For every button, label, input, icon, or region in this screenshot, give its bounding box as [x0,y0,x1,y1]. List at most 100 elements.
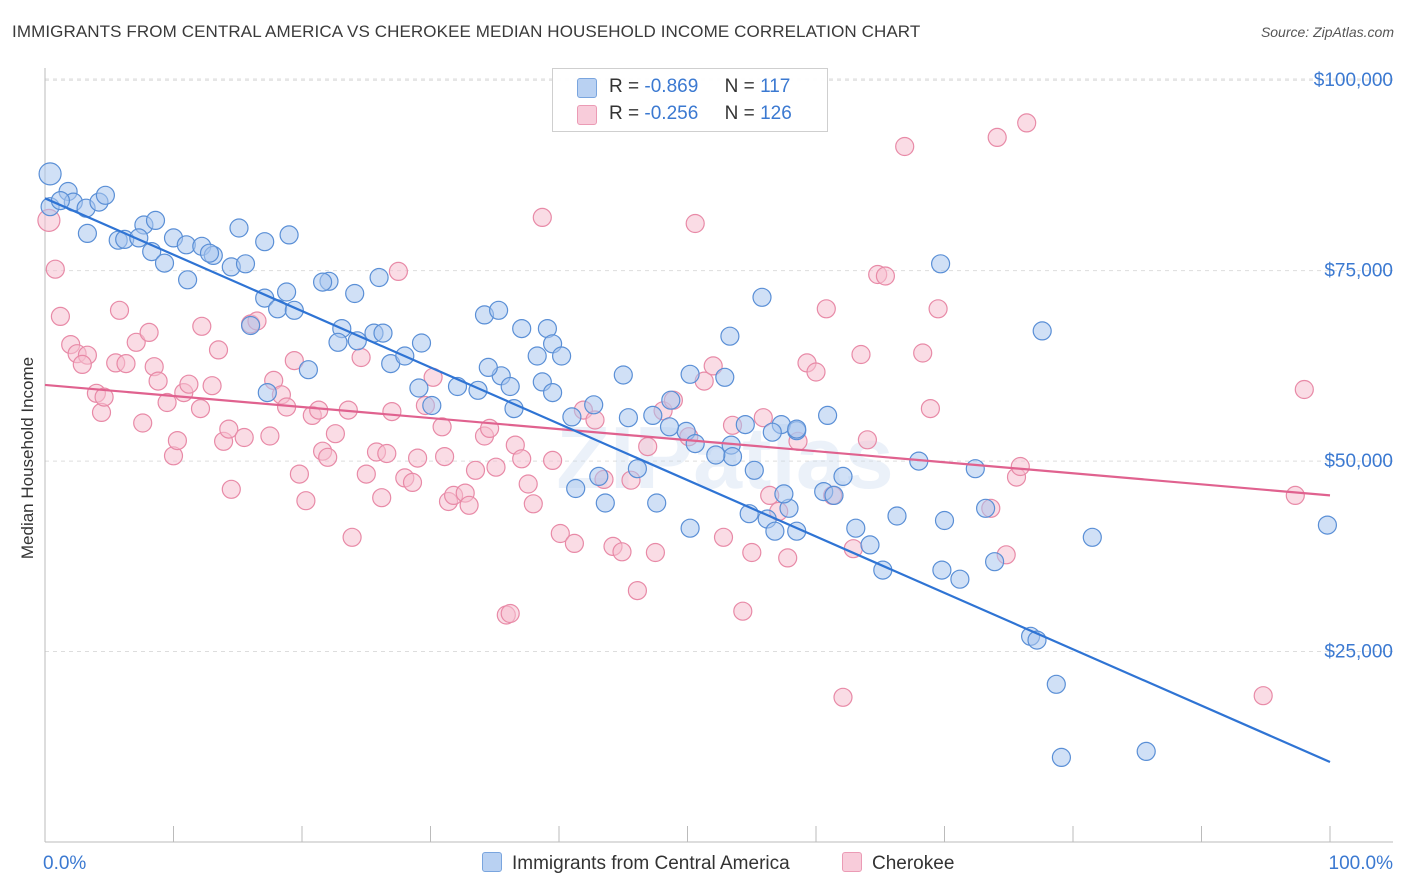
cherokee-point [435,447,455,467]
cherokee-point [342,527,362,547]
central-america-point [735,415,755,435]
cherokee-point [851,344,871,365]
cherokee-point [325,424,345,444]
central-america-point [774,484,794,504]
cherokee-point [382,402,402,422]
central-america-point [145,210,166,230]
cherokee-point [733,601,753,621]
cherokee-point [190,399,211,419]
cherokee-point [179,374,199,394]
central-america-point [584,395,604,415]
central-america-point [542,383,563,403]
cherokee-point [1253,686,1273,706]
central-america-point [489,300,509,320]
central-america-point [647,493,667,513]
cherokee-point [987,127,1007,147]
cherokee-point [459,495,479,515]
cherokee-point [1285,485,1305,505]
central-america-point [1136,741,1156,762]
central-america-point [984,552,1005,572]
central-america-point [846,518,866,538]
cherokee-point [1294,379,1314,400]
cherokee-point [816,299,836,319]
central-america-point [478,357,498,377]
central-america-point [178,270,198,290]
pink-swatch [842,852,862,872]
cherokee-point [50,306,71,326]
central-america-point [1082,527,1102,547]
cherokee-point [356,464,376,484]
central-america-point [77,223,98,243]
axes [44,68,1393,843]
cherokee-point [778,548,798,568]
pink-swatch [577,105,597,125]
cherokee-point [532,207,552,227]
cherokee-point [318,447,338,467]
cherokee-point [833,687,853,707]
cherokee-point [133,413,153,433]
cherokee-point [1017,113,1037,133]
x-tick-label-end: 100.0% [1329,853,1394,874]
y-axis-label: Median Household Income [18,356,37,560]
central-america-point [345,283,365,304]
cherokee-point [612,542,632,562]
cherokee-point [638,437,658,457]
cherokee-point [486,457,506,477]
cherokee-point [920,399,941,419]
central-america-point [762,422,782,442]
cherokee-point [377,443,397,464]
cherokee-point [219,419,239,439]
blue-swatch [482,852,502,872]
central-america-point [765,521,785,541]
legend-n-value: 126 [760,103,792,124]
cherokee-point [116,354,136,374]
central-america-point [643,405,663,425]
cherokee-point [806,362,826,382]
legend-n-label: N = [724,76,755,97]
central-america-point [680,518,700,538]
central-america-point [512,319,532,339]
cherokee-point [627,580,648,601]
cherokee-point [500,603,520,624]
central-america-point [752,287,772,307]
central-america-point [1046,674,1066,694]
cherokee-point [465,460,486,480]
central-america-point [257,383,277,403]
y-tick-label: $25,000 [1324,642,1393,663]
blue-swatch [577,78,597,98]
central-america-point [965,459,985,479]
cherokee-point [372,488,392,508]
cherokee-point [875,266,896,286]
central-america-point [1317,515,1338,535]
legend-r-value: -0.256 [644,103,699,124]
central-america-point [930,254,951,274]
legend-item-cherokee: Cherokee [842,852,954,875]
cherokee-point [550,523,570,544]
central-america-trend-line [44,197,1331,764]
central-america-point [562,407,582,427]
central-america-point [38,162,62,186]
central-america-point [627,459,648,479]
y-tick-label: $50,000 [1324,451,1393,472]
central-america-point [817,405,838,425]
cherokee-point [713,527,734,547]
central-america-point [422,395,442,416]
central-america-point [950,569,970,589]
central-america-point [589,466,609,486]
cherokee-point [1010,456,1030,477]
y-tick-label: $100,000 [1314,70,1393,91]
legend-r-label: R = [609,76,640,97]
cherokee-point [148,371,168,391]
central-america-point [720,326,740,346]
cherokee-point [126,332,146,352]
cherokee-point [518,474,538,494]
chart-title: IMMIGRANTS FROM CENTRAL AMERICA VS CHERO… [12,22,921,41]
central-america-point [744,460,764,480]
central-america-point [199,243,220,263]
central-america-points [38,162,1338,768]
legend-label: Cherokee [872,853,955,874]
central-america-point [613,365,633,385]
cherokee-point [523,494,543,514]
legend-label: Immigrants from Central America [512,853,790,874]
central-america-point [860,535,880,555]
